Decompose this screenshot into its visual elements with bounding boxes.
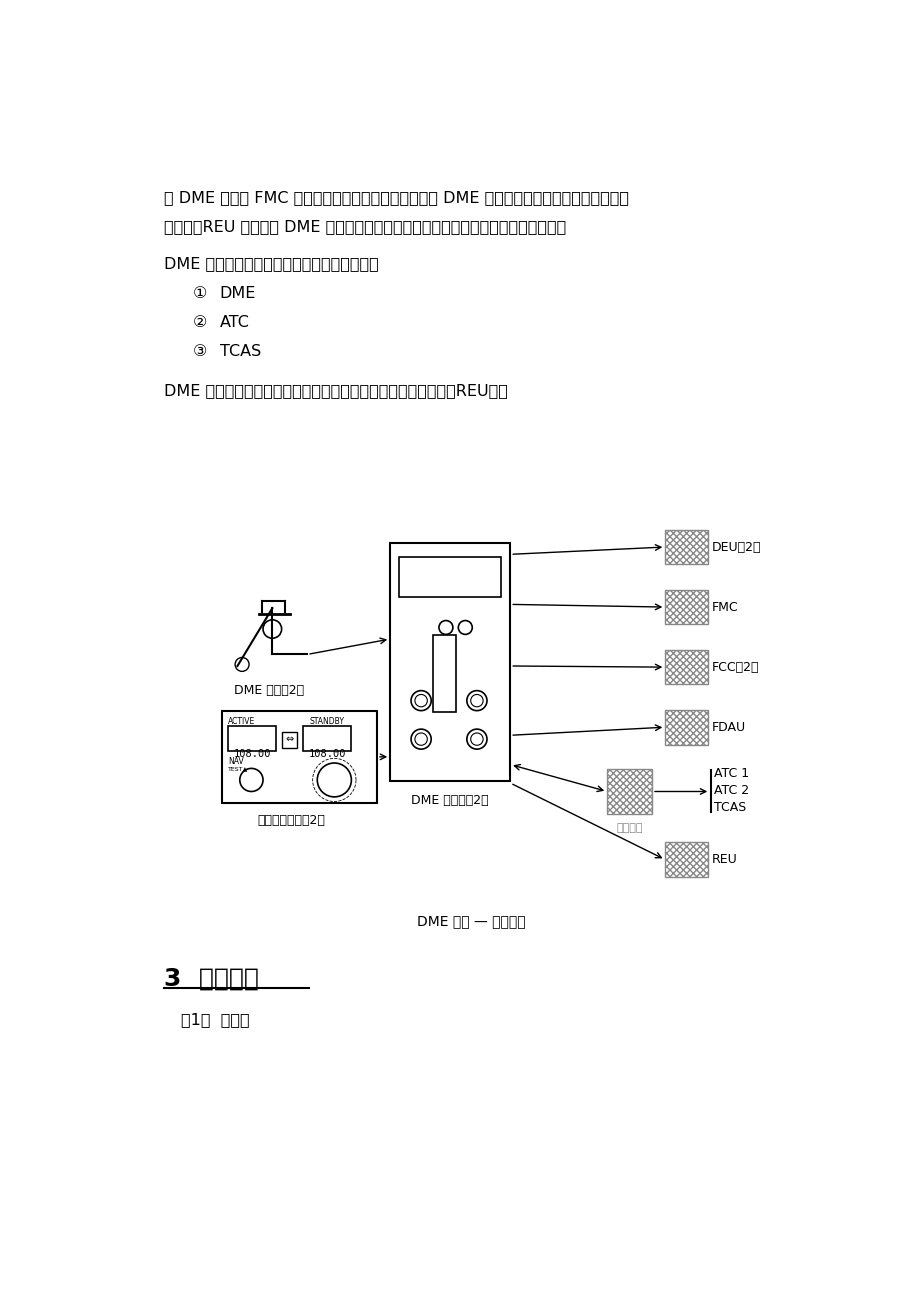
Bar (664, 710, 707, 745)
Text: FMC: FMC (711, 600, 738, 613)
Bar (607, 769, 652, 814)
Text: DME 询问器（2）: DME 询问器（2） (411, 794, 489, 807)
Text: FDAU: FDAU (711, 721, 745, 734)
Text: 同轴三通: 同轴三通 (616, 823, 642, 833)
Bar (228, 727, 276, 751)
Text: TEST▲: TEST▲ (228, 766, 248, 771)
Bar (221, 711, 377, 803)
Bar (607, 769, 652, 814)
Bar (399, 557, 501, 596)
Text: FCC（2）: FCC（2） (711, 660, 758, 673)
Text: TCAS: TCAS (713, 801, 745, 814)
Text: STANDBY: STANDBY (309, 717, 344, 725)
Bar (432, 635, 456, 712)
Text: 记录器。REU 接收来自 DME 台站的音频信号并送到驾驶舱头戴式收受话器和扬声器。: 记录器。REU 接收来自 DME 台站的音频信号并送到驾驶舱头戴式收受话器和扬声… (164, 219, 565, 234)
Text: DME 天线（2）: DME 天线（2） (233, 685, 303, 698)
Text: 导航控制面板（2）: 导航控制面板（2） (257, 814, 325, 827)
Text: 108.00: 108.00 (308, 749, 346, 759)
Bar (390, 543, 510, 781)
Text: 用 DME 来计算 FMC 位置更新。飞行数据获取组件接收 DME 数据，将它格式化后送到飞行数据: 用 DME 来计算 FMC 位置更新。飞行数据获取组件接收 DME 数据，将它格… (164, 190, 629, 206)
Bar (664, 530, 707, 564)
Bar (303, 727, 351, 751)
Bar (281, 732, 297, 747)
Text: ⇔: ⇔ (285, 734, 293, 743)
Text: DME 系统 — 总体描述: DME 系统 — 总体描述 (416, 914, 526, 928)
Text: ②: ② (192, 315, 207, 329)
Text: DME 系统在下列组件间发送和接收抑制脉冲：: DME 系统在下列组件间发送和接收抑制脉冲： (164, 256, 378, 271)
Text: ③: ③ (192, 344, 207, 359)
Bar (664, 650, 707, 685)
Text: DEU（2）: DEU（2） (711, 540, 760, 553)
Text: 3  部件位置: 3 部件位置 (164, 966, 258, 991)
Bar (664, 590, 707, 625)
Text: （1）  驾驶舱: （1） 驾驶舱 (181, 1013, 249, 1027)
Text: DME 询问器接收台站音频标识符并将它们传送到遥控电子组件（REU）。: DME 询问器接收台站音频标识符并将它们传送到遥控电子组件（REU）。 (164, 383, 507, 397)
Bar (664, 650, 707, 685)
Bar (664, 710, 707, 745)
Text: NAV: NAV (228, 756, 244, 766)
Text: ATC 2: ATC 2 (713, 784, 748, 797)
Text: 108.00: 108.00 (233, 749, 270, 759)
Text: TCAS: TCAS (220, 344, 261, 359)
Bar (664, 530, 707, 564)
Text: REU: REU (711, 853, 737, 866)
Text: ACTIVE: ACTIVE (228, 717, 255, 725)
Bar (664, 842, 707, 878)
Bar (664, 842, 707, 878)
Text: ATC 1: ATC 1 (713, 767, 748, 780)
Text: ①: ① (192, 285, 207, 301)
Bar (664, 590, 707, 625)
Text: DME: DME (220, 285, 255, 301)
Text: ATC: ATC (220, 315, 249, 329)
